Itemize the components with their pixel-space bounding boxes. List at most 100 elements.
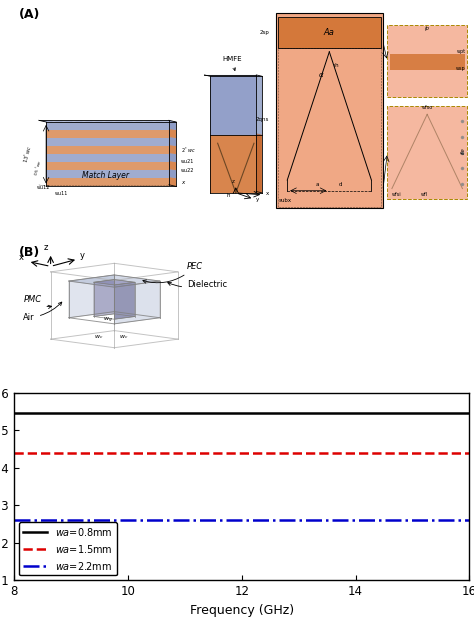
Polygon shape xyxy=(46,130,176,138)
Polygon shape xyxy=(169,168,176,178)
$wa$=2.2mm xyxy=(283,516,288,524)
Text: 2sp: 2sp xyxy=(260,30,269,35)
Text: PMC: PMC xyxy=(23,295,52,308)
$wa$=1.5mm xyxy=(290,449,296,457)
$wa$=1.5mm xyxy=(283,449,288,457)
Polygon shape xyxy=(149,120,166,122)
Polygon shape xyxy=(387,26,467,97)
Polygon shape xyxy=(114,281,160,324)
Text: Dielectric: Dielectric xyxy=(168,280,227,289)
Text: lp: lp xyxy=(425,26,429,31)
Text: (A): (A) xyxy=(19,8,40,21)
Text: y: y xyxy=(80,251,85,260)
Polygon shape xyxy=(169,177,176,187)
Polygon shape xyxy=(169,137,176,146)
$wa$=0.8mm xyxy=(283,409,288,417)
$wa$=1.5mm xyxy=(424,449,429,457)
Polygon shape xyxy=(387,106,467,199)
Polygon shape xyxy=(256,75,262,135)
$wa$=0.8mm xyxy=(395,409,401,417)
$wa$=1.5mm xyxy=(466,449,472,457)
Polygon shape xyxy=(278,17,381,47)
Legend: $wa$=0.8mm, $wa$=1.5mm, $wa$=2.2mm: $wa$=0.8mm, $wa$=1.5mm, $wa$=2.2mm xyxy=(19,522,117,575)
Text: PEC: PEC xyxy=(143,262,203,283)
$wa$=0.8mm xyxy=(11,409,17,417)
$wa$=1.5mm xyxy=(281,449,286,457)
Polygon shape xyxy=(46,138,176,146)
$wa$=0.8mm xyxy=(424,409,429,417)
Text: subx: subx xyxy=(278,198,291,203)
$wa$=2.2mm xyxy=(281,516,286,524)
Polygon shape xyxy=(99,120,116,122)
$wa$=0.8mm xyxy=(290,409,296,417)
Polygon shape xyxy=(390,54,465,70)
Polygon shape xyxy=(46,122,176,130)
Text: x: x xyxy=(265,191,269,196)
Text: 2qns: 2qns xyxy=(255,117,269,122)
$wa$=2.2mm xyxy=(290,516,296,524)
Polygon shape xyxy=(46,154,176,162)
Polygon shape xyxy=(139,120,156,122)
Polygon shape xyxy=(46,178,176,187)
Text: x: x xyxy=(181,180,184,185)
Text: y: y xyxy=(256,197,260,202)
Text: $2^*wc$: $2^*wc$ xyxy=(181,145,196,155)
Text: x: x xyxy=(19,253,24,262)
Polygon shape xyxy=(94,280,135,285)
$wa$=0.8mm xyxy=(13,409,18,417)
Text: lfe: lfe xyxy=(461,147,465,154)
Text: Air: Air xyxy=(23,302,62,322)
Text: $\alpha$: $\alpha$ xyxy=(318,71,325,79)
Polygon shape xyxy=(46,162,176,170)
Text: d: d xyxy=(338,182,342,187)
$wa$=1.5mm xyxy=(13,449,18,457)
Polygon shape xyxy=(109,120,126,122)
X-axis label: Frequency (GHz): Frequency (GHz) xyxy=(190,604,294,617)
Text: z: z xyxy=(231,179,234,184)
Polygon shape xyxy=(169,129,176,138)
Polygon shape xyxy=(256,134,262,193)
Polygon shape xyxy=(276,12,383,208)
Polygon shape xyxy=(169,152,176,162)
Text: wu21: wu21 xyxy=(181,159,194,164)
$wa$=0.8mm xyxy=(466,409,472,417)
Polygon shape xyxy=(169,145,176,154)
Polygon shape xyxy=(114,282,135,319)
Text: wpt: wpt xyxy=(456,49,465,54)
Polygon shape xyxy=(39,120,56,122)
Polygon shape xyxy=(79,120,96,122)
$wa$=0.8mm xyxy=(281,409,286,417)
Polygon shape xyxy=(69,120,86,122)
Text: wfl: wfl xyxy=(421,192,428,197)
$wa$=1.5mm xyxy=(11,449,17,457)
Polygon shape xyxy=(204,75,262,76)
Text: wu22: wu22 xyxy=(181,168,194,173)
Polygon shape xyxy=(169,120,176,130)
Polygon shape xyxy=(159,120,176,122)
Polygon shape xyxy=(49,120,66,122)
Polygon shape xyxy=(89,120,106,122)
Polygon shape xyxy=(69,275,114,318)
Polygon shape xyxy=(210,76,262,135)
Text: wsp: wsp xyxy=(456,66,465,71)
Text: z: z xyxy=(44,243,48,253)
Text: Aa: Aa xyxy=(324,27,335,37)
Polygon shape xyxy=(210,135,262,193)
Text: wfsi: wfsi xyxy=(392,192,401,197)
$wa$=2.2mm xyxy=(466,516,472,524)
Text: wu12: wu12 xyxy=(37,185,50,190)
Polygon shape xyxy=(46,170,176,178)
Text: $13^*wc$: $13^*wc$ xyxy=(21,144,35,164)
Text: wu11: wu11 xyxy=(55,191,69,196)
Text: h: h xyxy=(227,193,230,198)
Text: a: a xyxy=(316,182,319,187)
Polygon shape xyxy=(129,120,146,122)
Text: HMFE: HMFE xyxy=(222,56,242,71)
Text: Match Layer: Match Layer xyxy=(82,171,129,180)
Polygon shape xyxy=(59,120,76,122)
$wa$=2.2mm xyxy=(11,516,17,524)
Text: $w_c$: $w_c$ xyxy=(94,333,103,341)
Polygon shape xyxy=(69,275,160,287)
Text: $w_g$: $w_g$ xyxy=(103,316,113,325)
Polygon shape xyxy=(46,146,176,154)
